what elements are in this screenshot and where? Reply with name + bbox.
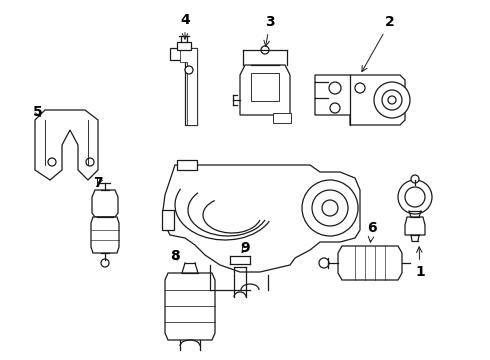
Circle shape bbox=[319, 258, 329, 268]
Circle shape bbox=[355, 83, 365, 93]
Polygon shape bbox=[405, 217, 425, 235]
Circle shape bbox=[398, 180, 432, 214]
Polygon shape bbox=[240, 65, 290, 115]
Circle shape bbox=[185, 66, 193, 74]
Polygon shape bbox=[180, 48, 197, 125]
Bar bbox=[177, 42, 191, 50]
Bar bbox=[251, 73, 279, 101]
Circle shape bbox=[405, 187, 425, 207]
Circle shape bbox=[261, 46, 269, 54]
Polygon shape bbox=[338, 246, 402, 280]
Text: 6: 6 bbox=[367, 221, 377, 242]
Bar bbox=[273, 113, 291, 123]
Polygon shape bbox=[165, 273, 215, 340]
Circle shape bbox=[312, 190, 348, 226]
Polygon shape bbox=[91, 217, 119, 253]
Text: 3: 3 bbox=[264, 15, 275, 46]
Circle shape bbox=[374, 82, 410, 118]
Circle shape bbox=[86, 158, 94, 166]
Bar bbox=[162, 210, 174, 230]
Polygon shape bbox=[315, 75, 405, 125]
Circle shape bbox=[382, 90, 402, 110]
Text: 9: 9 bbox=[240, 241, 250, 255]
Polygon shape bbox=[92, 190, 118, 217]
Circle shape bbox=[48, 158, 56, 166]
Circle shape bbox=[322, 200, 338, 216]
Circle shape bbox=[411, 175, 419, 183]
Polygon shape bbox=[35, 110, 98, 180]
Text: 2: 2 bbox=[362, 15, 395, 72]
Polygon shape bbox=[163, 165, 360, 272]
Bar bbox=[177, 160, 197, 170]
Circle shape bbox=[388, 96, 396, 104]
Circle shape bbox=[302, 180, 358, 236]
Text: 7: 7 bbox=[93, 176, 103, 190]
Polygon shape bbox=[170, 48, 197, 125]
Circle shape bbox=[329, 82, 341, 94]
Circle shape bbox=[330, 103, 340, 113]
Text: 8: 8 bbox=[170, 249, 180, 263]
Circle shape bbox=[101, 259, 109, 267]
Text: 1: 1 bbox=[415, 247, 425, 279]
Text: 5: 5 bbox=[33, 105, 43, 119]
Text: 4: 4 bbox=[180, 13, 190, 39]
